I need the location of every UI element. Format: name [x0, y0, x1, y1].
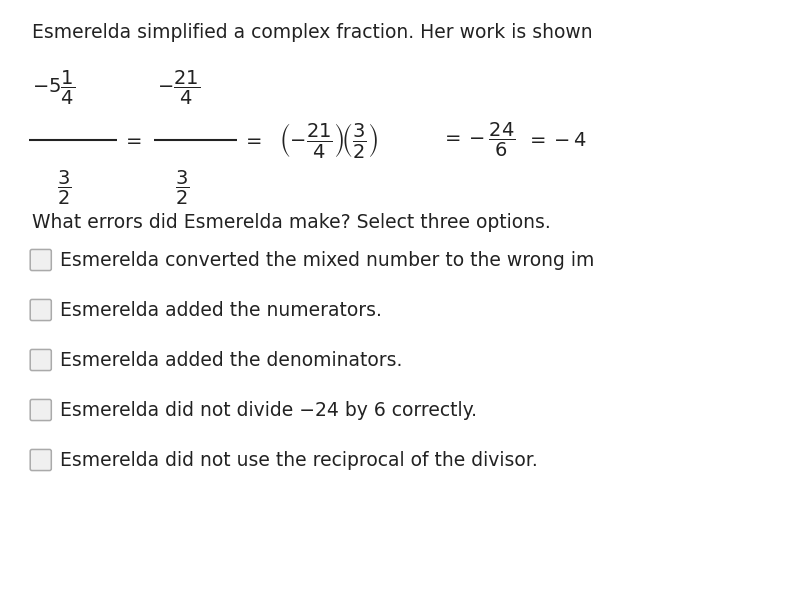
Text: $=$: $=$ — [122, 130, 142, 150]
FancyBboxPatch shape — [30, 349, 51, 371]
Text: Esmerelda simplified a complex fraction. Her work is shown: Esmerelda simplified a complex fraction.… — [32, 23, 593, 42]
Text: $\dfrac{3}{2}$: $\dfrac{3}{2}$ — [57, 169, 71, 207]
FancyBboxPatch shape — [30, 399, 51, 420]
Text: $= -\dfrac{24}{6}$: $= -\dfrac{24}{6}$ — [441, 121, 516, 159]
Text: Esmerelda did not divide −24 by 6 correctly.: Esmerelda did not divide −24 by 6 correc… — [59, 401, 477, 420]
Text: Esmerelda added the denominators.: Esmerelda added the denominators. — [59, 350, 402, 370]
Text: $= -4$: $= -4$ — [526, 130, 587, 150]
Text: $\left(-\dfrac{21}{4}\right)\!\left(\dfrac{3}{2}\right)$: $\left(-\dfrac{21}{4}\right)\!\left(\dfr… — [279, 121, 378, 160]
Text: Esmerelda did not use the reciprocal of the divisor.: Esmerelda did not use the reciprocal of … — [59, 450, 538, 469]
Text: $\dfrac{3}{2}$: $\dfrac{3}{2}$ — [175, 169, 190, 207]
Text: $-5\dfrac{1}{4}$: $-5\dfrac{1}{4}$ — [32, 69, 75, 107]
Text: What errors did Esmerelda make? Select three options.: What errors did Esmerelda make? Select t… — [32, 213, 550, 232]
Text: $=$: $=$ — [242, 130, 262, 150]
Text: Esmerelda added the numerators.: Esmerelda added the numerators. — [59, 301, 382, 319]
FancyBboxPatch shape — [30, 249, 51, 270]
FancyBboxPatch shape — [30, 300, 51, 321]
Text: $-\dfrac{21}{4}$: $-\dfrac{21}{4}$ — [157, 69, 200, 107]
FancyBboxPatch shape — [30, 450, 51, 471]
Text: Esmerelda converted the mixed number to the wrong im: Esmerelda converted the mixed number to … — [59, 251, 594, 270]
